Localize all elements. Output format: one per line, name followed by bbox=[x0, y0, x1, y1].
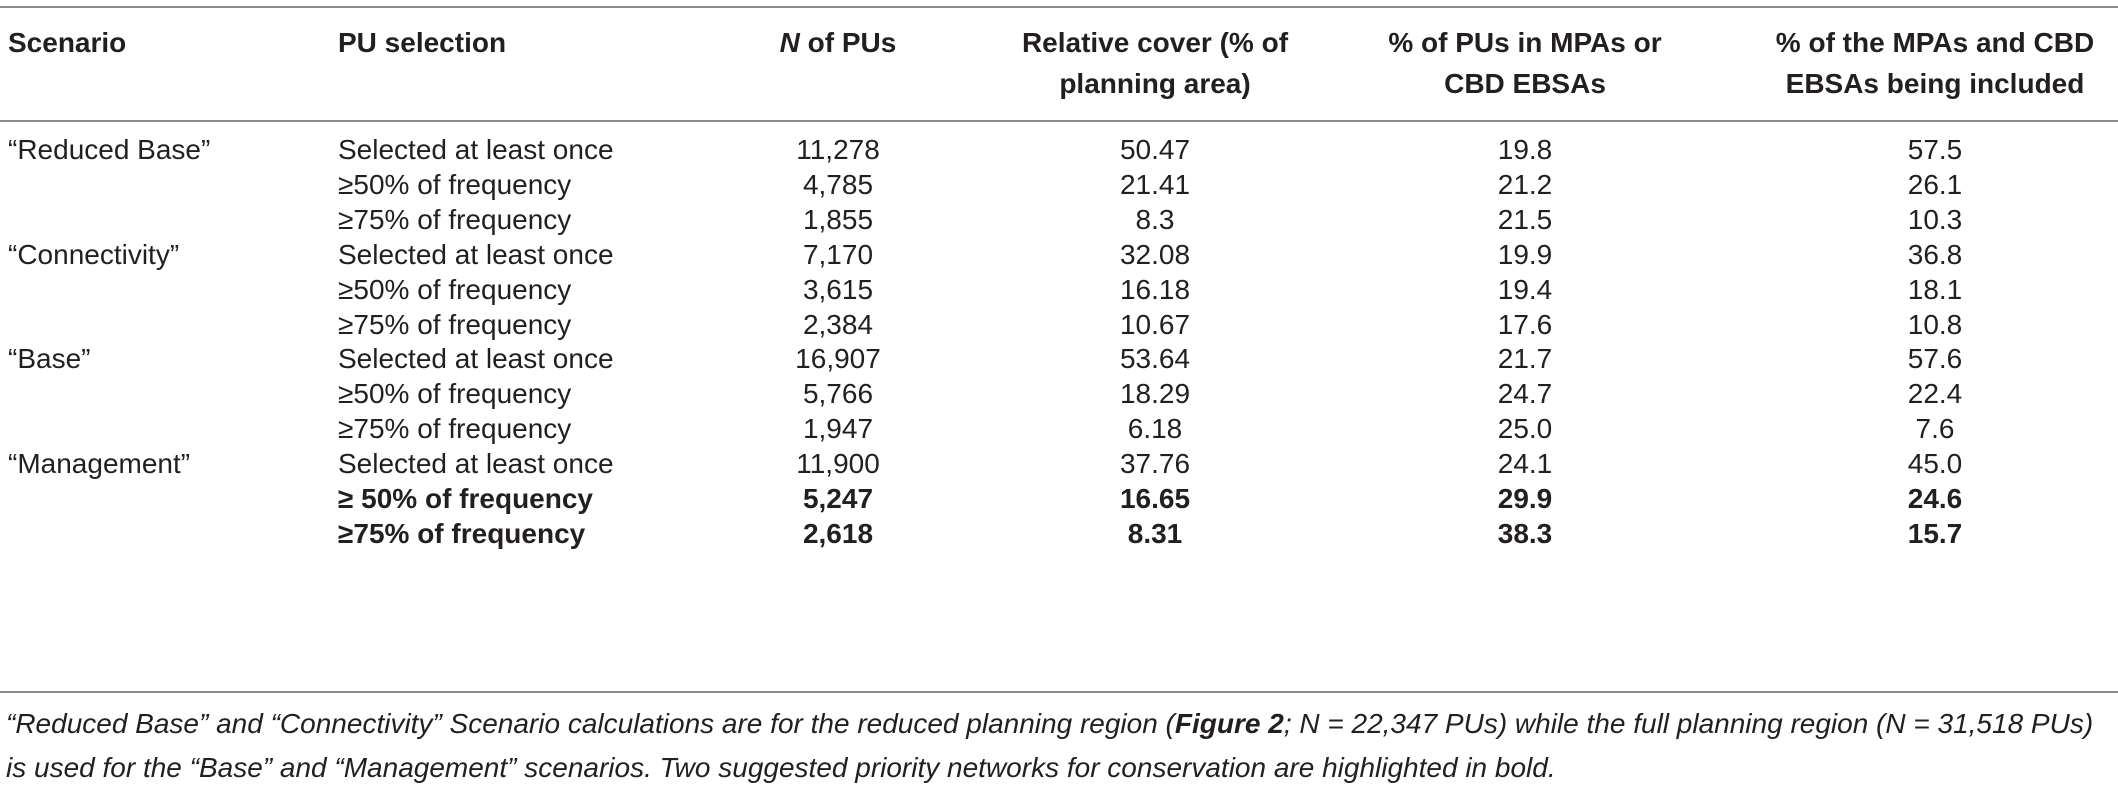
cell-pct-mpas-included: 57.6 bbox=[1907, 343, 1963, 375]
cell-pct-pus-in-mpas: 24.1 bbox=[1497, 448, 1553, 480]
cell-n-of-pus: 11,278 bbox=[796, 134, 880, 165]
cell-n-of-pus: 1,855 bbox=[802, 203, 874, 235]
footnote-part1: “Reduced Base” and “Connectivity” Scenar… bbox=[6, 708, 1175, 739]
header-pct-pus-in-mpas: % of PUs in MPAs or CBD EBSAs bbox=[1388, 27, 1662, 99]
cell-relative-cover: 18.29 bbox=[1119, 378, 1191, 410]
cell-pct-mpas-included: 7.6 bbox=[1915, 413, 1955, 445]
header-n-suffix: of PUs bbox=[799, 27, 897, 58]
cell-n-of-pus: 1,947 bbox=[802, 413, 874, 445]
cell-pu-selection: ≥ 50% of frequency bbox=[338, 483, 593, 514]
cell-relative-cover: 6.18 bbox=[1127, 413, 1183, 445]
table-row: ≥75% of frequency 2,384 10.67 17.6 10.8 bbox=[0, 301, 2118, 348]
cell-relative-cover: 37.76 bbox=[1119, 448, 1191, 480]
table-row: ≥ 50% of frequency 5,247 16.65 29.9 24.6 bbox=[0, 475, 2118, 522]
table-row: ≥50% of frequency 3,615 16.18 19.4 18.1 bbox=[0, 266, 2118, 313]
table-row: ≥75% of frequency 1,855 8.3 21.5 10.3 bbox=[0, 196, 2118, 243]
cell-pu-selection: ≥50% of frequency bbox=[338, 273, 572, 305]
cell-pct-pus-in-mpas: 21.5 bbox=[1497, 203, 1553, 235]
header-scenario: Scenario bbox=[8, 27, 127, 58]
cell-pu-selection: ≥50% of frequency bbox=[338, 168, 572, 200]
cell-scenario: “Reduced Base” bbox=[8, 134, 211, 165]
cell-pct-mpas-included: 26.1 bbox=[1907, 168, 1963, 200]
cell-n-of-pus: 16,907 bbox=[795, 343, 881, 375]
cell-pct-pus-in-mpas: 21.2 bbox=[1497, 168, 1553, 200]
cell-pu-selection: ≥75% of frequency bbox=[338, 203, 572, 235]
cell-pct-pus-in-mpas: 19.9 bbox=[1497, 238, 1553, 270]
table-footnote: “Reduced Base” and “Connectivity” Scenar… bbox=[6, 702, 2114, 790]
cell-pct-pus-in-mpas: 38.3 bbox=[1497, 517, 1553, 549]
cell-pct-pus-in-mpas: 17.6 bbox=[1497, 308, 1553, 340]
cell-relative-cover: 50.47 bbox=[1119, 134, 1191, 165]
header-n-of-pus: N of PUs bbox=[738, 22, 938, 63]
cell-pct-mpas-included: 18.1 bbox=[1907, 273, 1963, 305]
cell-n-of-pus: 2,618 bbox=[802, 517, 874, 549]
header-relative-cover: Relative cover (% of planning area) bbox=[1021, 27, 1289, 99]
cell-pu-selection: ≥75% of frequency bbox=[338, 413, 572, 445]
cell-pct-mpas-included: 57.5 bbox=[1907, 134, 1963, 165]
cell-pct-mpas-included: 24.6 bbox=[1907, 483, 1963, 514]
cell-pct-pus-in-mpas: 25.0 bbox=[1497, 413, 1553, 445]
header-n-symbol: N bbox=[779, 27, 800, 58]
header-pu-selection: PU selection bbox=[338, 27, 507, 58]
cell-pu-selection: Selected at least once bbox=[338, 238, 614, 270]
cell-pct-mpas-included: 15.7 bbox=[1907, 517, 1963, 549]
cell-pct-mpas-included: 45.0 bbox=[1907, 448, 1963, 480]
table-row: “Reduced Base” Selected at least once 11,2… bbox=[0, 126, 2118, 173]
cell-pct-pus-in-mpas: 19.8 bbox=[1497, 134, 1553, 165]
cell-relative-cover: 32.08 bbox=[1119, 238, 1191, 270]
cell-pct-pus-in-mpas: 29.9 bbox=[1497, 483, 1553, 514]
cell-pu-selection: Selected at least once bbox=[338, 134, 614, 165]
cell-pct-mpas-included: 36.8 bbox=[1907, 238, 1963, 270]
table-row: ≥75% of frequency 1,947 6.18 25.0 7.6 bbox=[0, 405, 2118, 452]
table-row: “Management” Selected at least once 11,900… bbox=[0, 440, 2118, 487]
table-bottom-rule bbox=[0, 691, 2118, 693]
cell-n-of-pus: 5,766 bbox=[802, 378, 874, 410]
cell-pu-selection: Selected at least once bbox=[338, 343, 614, 375]
cell-pu-selection: ≥75% of frequency bbox=[338, 517, 586, 549]
table-row: “Base” Selected at least once 16,907 53.64 2… bbox=[0, 335, 2118, 382]
table-top-rule bbox=[0, 6, 2118, 8]
header-pct-mpas-included: % of the MPAs and CBD EBSAs being includ… bbox=[1775, 27, 2095, 99]
cell-relative-cover: 16.18 bbox=[1119, 273, 1191, 305]
footnote-figure-ref: Figure 2 bbox=[1174, 708, 1284, 739]
cell-pct-mpas-included: 10.3 bbox=[1907, 203, 1963, 235]
header-rule bbox=[0, 120, 2118, 122]
footnote-part2: ; N = 22,347 PUs) while the full plannin… bbox=[6, 708, 2094, 783]
cell-relative-cover: 16.65 bbox=[1119, 483, 1191, 514]
cell-n-of-pus: 4,785 bbox=[802, 168, 874, 200]
table-row: “Connectivity” Selected at least once 7,17… bbox=[0, 231, 2118, 278]
table-row: ≥50% of frequency 5,766 18.29 24.7 22.4 bbox=[0, 370, 2118, 417]
cell-scenario: “Management” bbox=[8, 448, 191, 480]
cell-n-of-pus: 5,247 bbox=[802, 483, 874, 514]
cell-pct-pus-in-mpas: 19.4 bbox=[1497, 273, 1553, 305]
table-row: ≥50% of frequency 4,785 21.41 21.2 26.1 bbox=[0, 161, 2118, 208]
cell-n-of-pus: 2,384 bbox=[802, 308, 874, 340]
cell-scenario: “Base” bbox=[8, 343, 91, 375]
cell-relative-cover: 10.67 bbox=[1119, 308, 1191, 340]
cell-pct-pus-in-mpas: 21.7 bbox=[1497, 343, 1553, 375]
cell-pu-selection: Selected at least once bbox=[338, 448, 614, 480]
cell-relative-cover: 53.64 bbox=[1119, 343, 1191, 375]
cell-pu-selection: ≥50% of frequency bbox=[338, 378, 572, 410]
cell-scenario: “Connectivity” bbox=[8, 238, 180, 270]
cell-relative-cover: 8.31 bbox=[1127, 517, 1183, 549]
cell-pct-mpas-included: 10.8 bbox=[1907, 308, 1963, 340]
cell-pct-mpas-included: 22.4 bbox=[1907, 378, 1963, 410]
table-row: ≥75% of frequency 2,618 8.31 38.3 15.7 bbox=[0, 510, 2118, 557]
cell-relative-cover: 8.3 bbox=[1135, 203, 1175, 235]
cell-n-of-pus: 7,170 bbox=[802, 238, 874, 270]
cell-n-of-pus: 11,900 bbox=[796, 448, 880, 480]
cell-n-of-pus: 3,615 bbox=[802, 273, 874, 305]
cell-relative-cover: 21.41 bbox=[1119, 168, 1191, 200]
cell-pu-selection: ≥75% of frequency bbox=[338, 308, 572, 340]
cell-pct-pus-in-mpas: 24.7 bbox=[1497, 378, 1553, 410]
